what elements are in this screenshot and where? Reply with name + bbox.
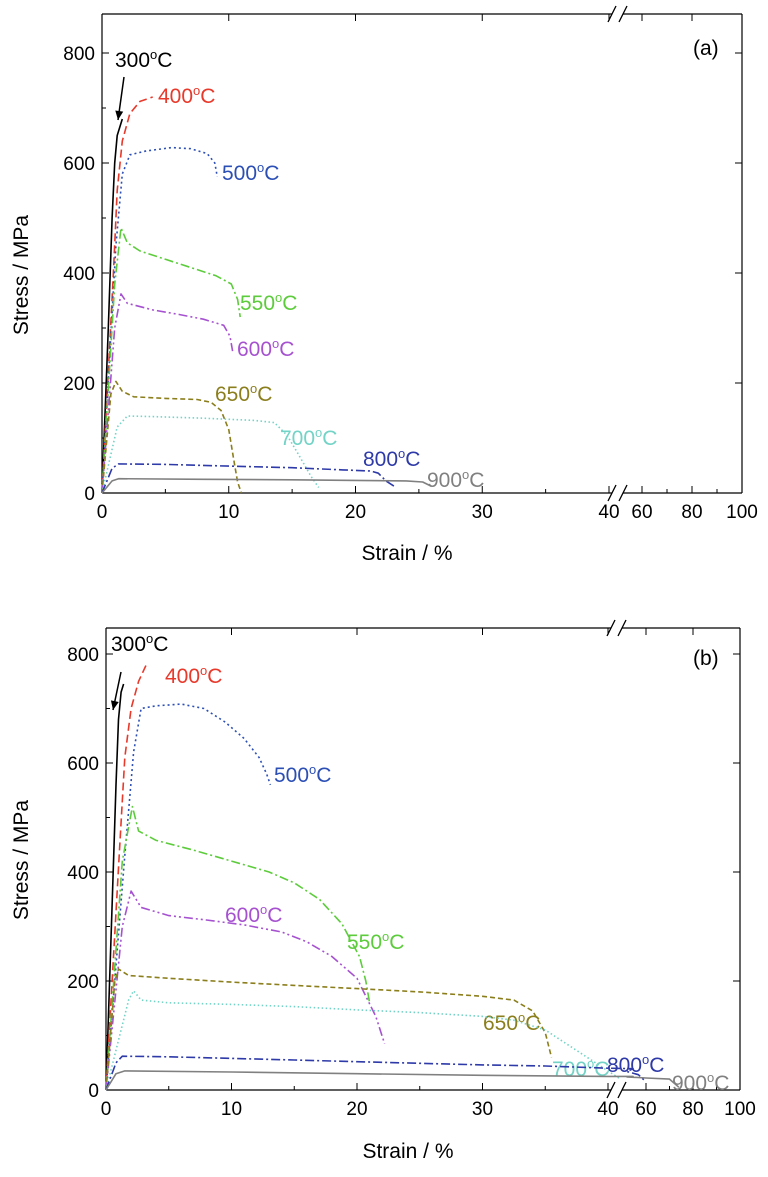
x-tick-label: 30 — [472, 502, 493, 523]
series-line-600C — [101, 293, 234, 494]
series-line-500C — [105, 703, 272, 1091]
x-tick-label: 10 — [218, 502, 239, 523]
x-tick-label: 30 — [472, 1099, 493, 1120]
series-label-300C: 300oC — [115, 47, 172, 72]
y-tick-label: 0 — [88, 1081, 99, 1102]
series-line-650C — [105, 968, 553, 1091]
x-tick-label: 60 — [631, 502, 652, 523]
arrow-head — [110, 700, 119, 710]
x-tick-label: 10 — [221, 1099, 242, 1120]
x-tick-label: 0 — [101, 1099, 112, 1120]
series-label-650C: 650oC — [483, 1010, 540, 1035]
panel-label: (b) — [693, 647, 719, 670]
x-tick-label: 100 — [724, 1099, 756, 1120]
series-line-500C — [101, 146, 219, 494]
y-axis-label: Stress / MPa — [10, 800, 33, 921]
series-line-600C — [105, 890, 386, 1091]
x-tick-label: 100 — [726, 502, 758, 523]
axis-break-mark — [618, 484, 628, 502]
series-label-400C: 400oC — [158, 83, 215, 108]
series-line-900C — [101, 477, 432, 494]
series-line-900C — [105, 1070, 680, 1091]
series-label-600C: 600oC — [237, 336, 294, 361]
series-label-400C: 400oC — [165, 663, 222, 688]
series-line-550C — [105, 805, 371, 1091]
panel-label: (a) — [693, 37, 719, 60]
x-tick-label: 80 — [682, 1099, 703, 1120]
x-tick-label: 40 — [598, 502, 619, 523]
series-label-900C: 900oC — [427, 467, 484, 492]
x-tick-label: 20 — [346, 1099, 367, 1120]
series-label-900C: 900oC — [672, 1070, 729, 1095]
series-line-800C — [101, 463, 397, 494]
series-line-400C — [105, 664, 147, 1091]
series-line-300C — [105, 683, 125, 1091]
y-tick-label: 600 — [67, 754, 99, 775]
x-axis-label: Strain / % — [361, 542, 452, 565]
series-line-300C — [101, 118, 124, 494]
y-axis-label: Stress / MPa — [10, 215, 33, 336]
y-tick-label: 200 — [67, 972, 99, 993]
y-tick-label: 200 — [63, 374, 95, 395]
chart-panel-a: 0 10 20 30 40 60 80 100 0 200 400 600 800 Strain / % S… — [10, 5, 758, 565]
series-label-650C: 650oC — [215, 381, 272, 406]
axis-break-mark — [618, 5, 628, 23]
series-line-550C — [101, 227, 241, 494]
series-line-650C — [101, 380, 243, 494]
x-tick-label: 60 — [635, 1099, 656, 1120]
axis-break-mark — [617, 1081, 627, 1099]
series-label-700C: 700oC — [280, 425, 337, 450]
arrow-head — [115, 110, 124, 120]
x-tick-label: 40 — [597, 1099, 618, 1120]
x-axis-label: Strain / % — [362, 1140, 453, 1163]
series-label-800C: 800oC — [363, 446, 420, 471]
x-tick-label: 80 — [681, 502, 702, 523]
y-tick-label: 400 — [63, 264, 95, 285]
y-tick-label: 600 — [63, 154, 95, 175]
series-label-550C: 550oC — [347, 929, 404, 954]
y-tick-label: 0 — [84, 484, 95, 505]
x-tick-label: 0 — [97, 502, 108, 523]
series-line-400C — [101, 96, 153, 494]
y-tick-label: 400 — [67, 863, 99, 884]
x-tick-label: 20 — [345, 502, 366, 523]
series-label-500C: 500oC — [274, 762, 331, 787]
chart-panel-b: 0 10 20 30 40 60 80 100 0 200 400 600 800 Strain / % S… — [10, 619, 756, 1163]
series-label-600C: 600oC — [225, 902, 282, 927]
series-label-500C: 500oC — [222, 160, 279, 185]
axis-break-mark — [606, 1081, 616, 1099]
series-label-800C: 800oC — [607, 1052, 664, 1077]
axis-break-mark — [607, 484, 617, 502]
series-line-800C — [105, 1055, 647, 1091]
series-label-550C: 550oC — [240, 290, 297, 315]
y-tick-label: 800 — [63, 44, 95, 65]
axis-break-mark — [617, 619, 627, 637]
y-tick-label: 800 — [67, 645, 99, 666]
series-label-300C: 300oC — [111, 631, 168, 656]
